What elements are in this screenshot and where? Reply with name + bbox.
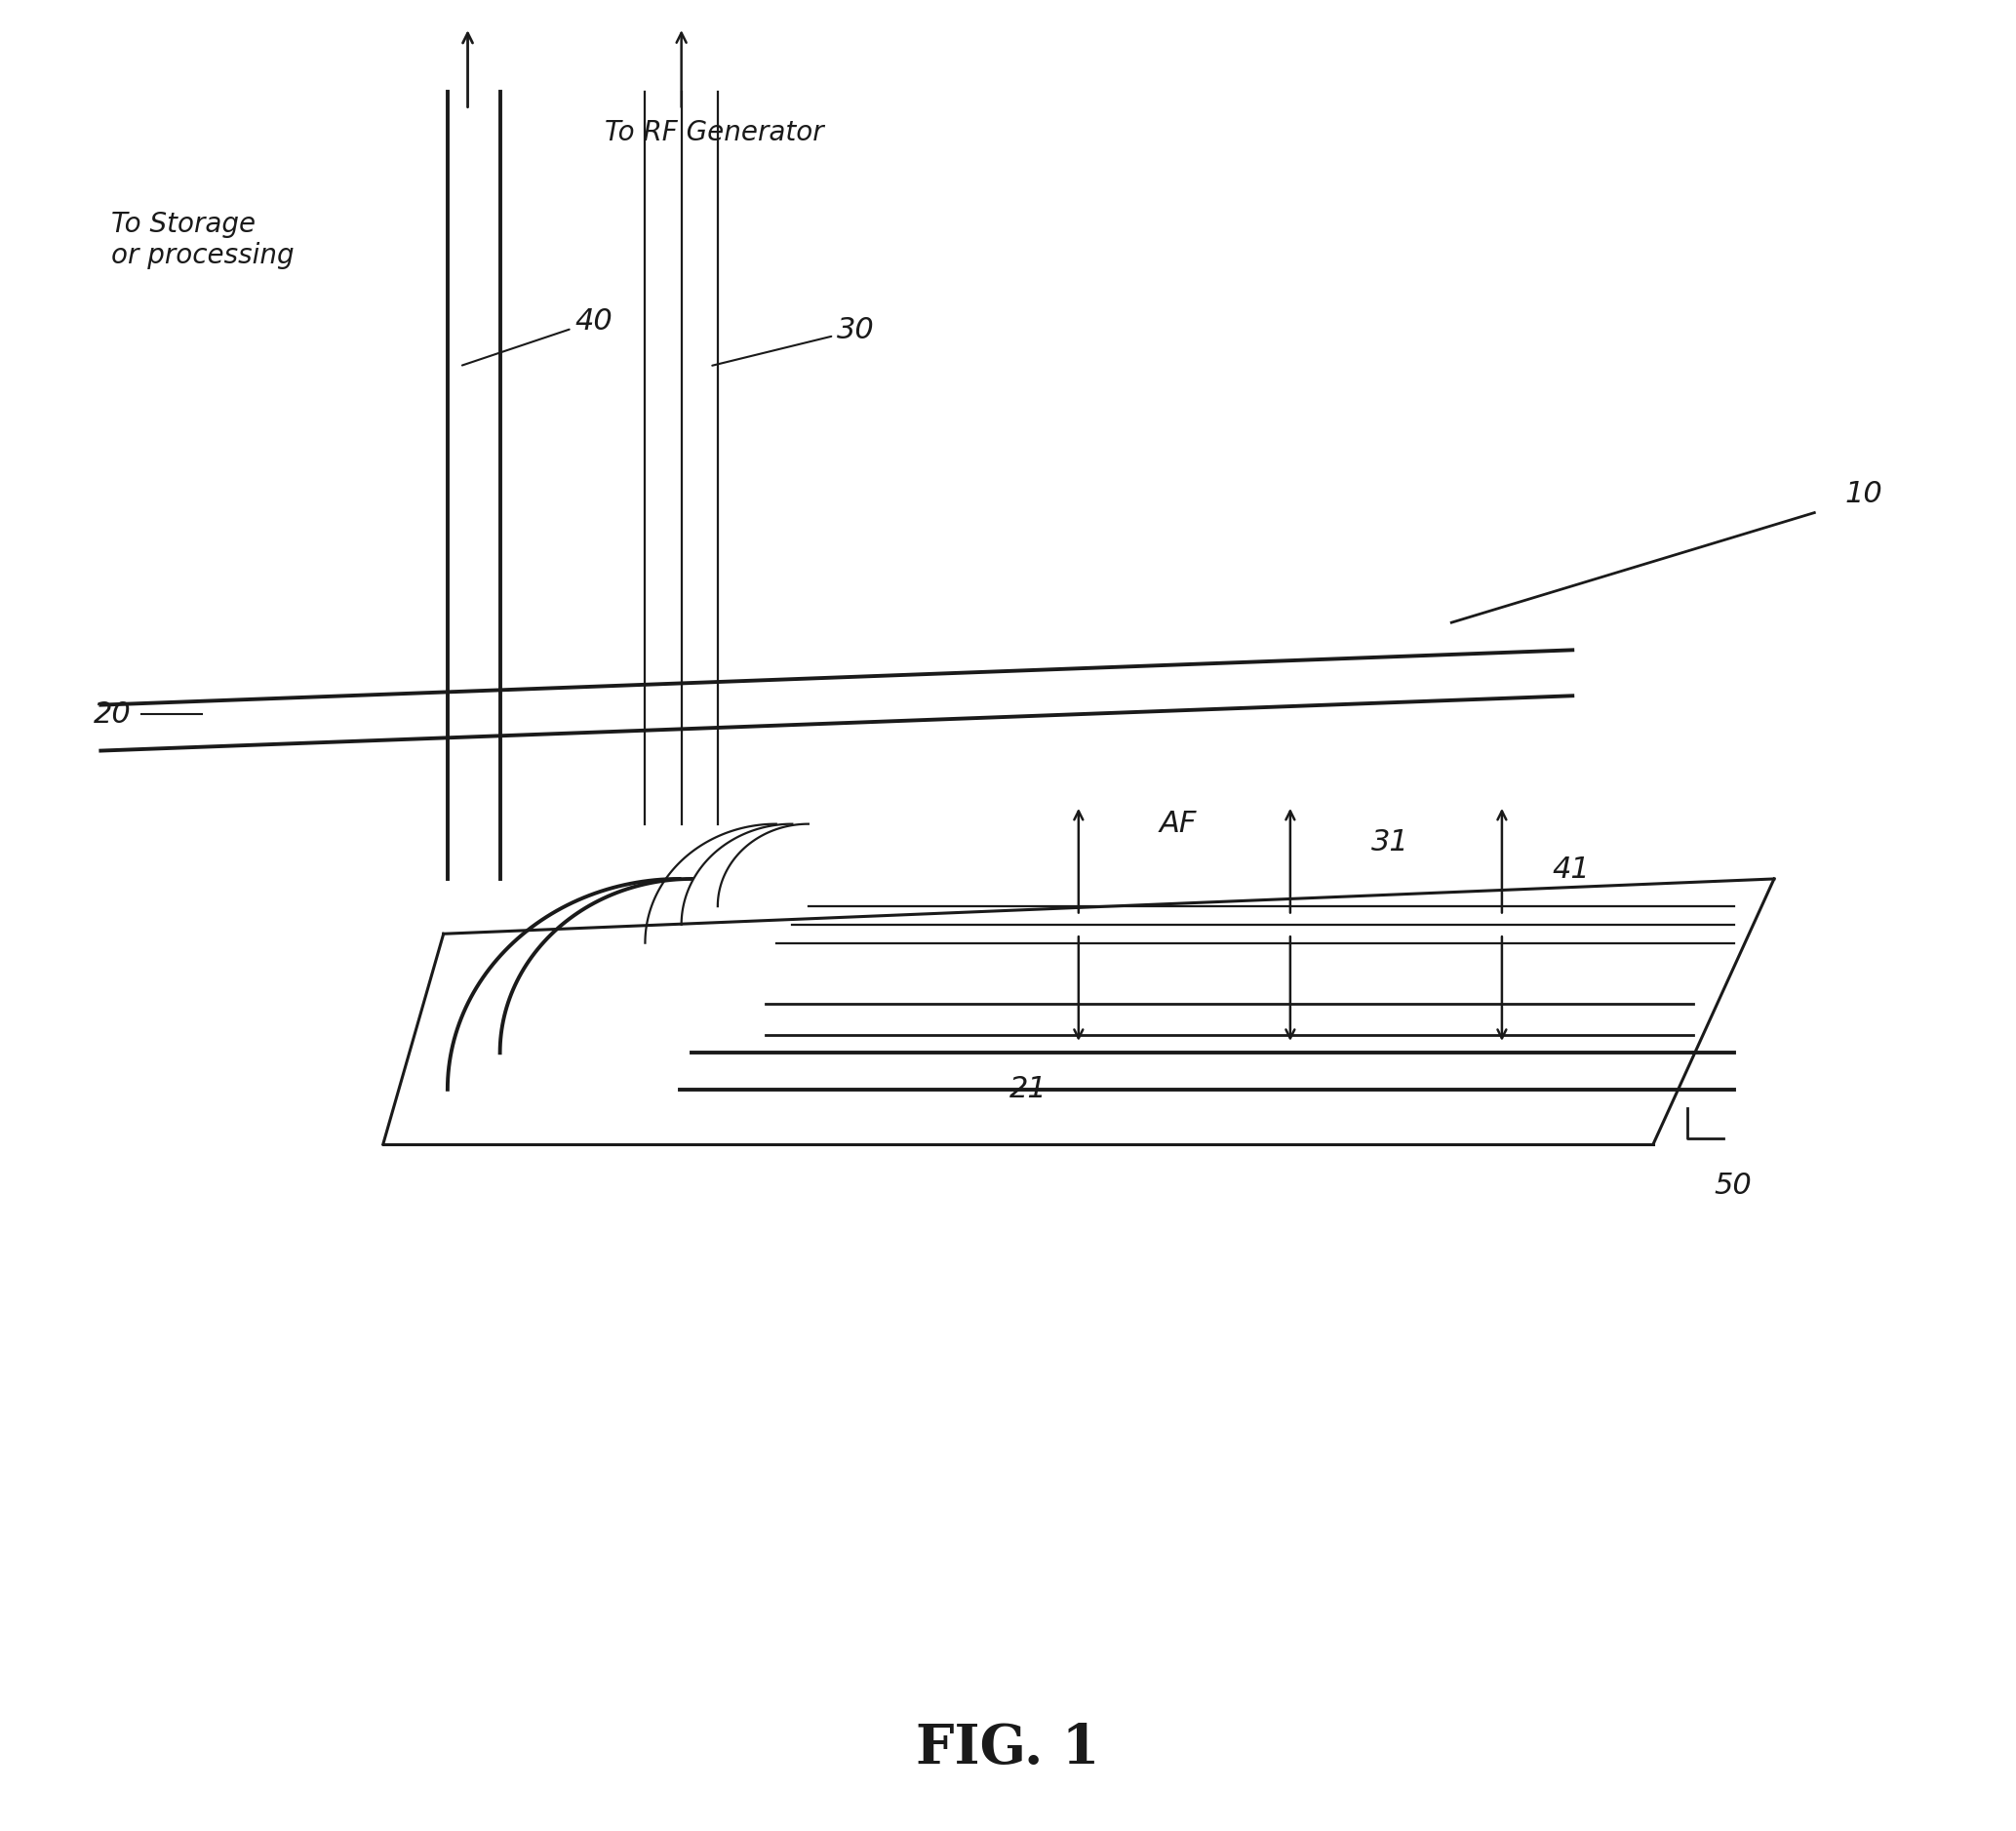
Text: 20: 20: [93, 699, 131, 729]
Text: 10: 10: [1845, 480, 1883, 509]
Text: 30: 30: [712, 317, 875, 366]
Text: To Storage
or processing: To Storage or processing: [111, 211, 294, 269]
Text: To RF Generator: To RF Generator: [605, 119, 825, 146]
Text: FIG. 1: FIG. 1: [915, 1721, 1101, 1776]
Text: AF: AF: [1159, 809, 1198, 839]
Text: 41: 41: [1552, 855, 1591, 884]
Text: 21: 21: [1010, 1075, 1046, 1104]
Text: 50: 50: [1714, 1172, 1752, 1199]
Text: 40: 40: [462, 308, 613, 366]
Text: 31: 31: [1371, 828, 1409, 857]
